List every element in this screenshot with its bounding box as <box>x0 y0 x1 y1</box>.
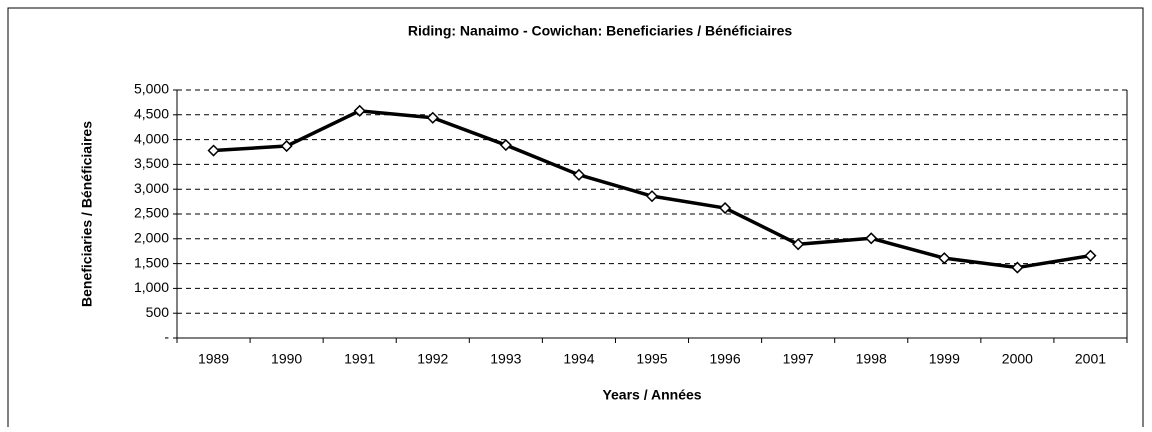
x-tick-label: 1996 <box>709 351 740 367</box>
x-axis-label: Years / Années <box>602 387 701 403</box>
point-marker <box>938 252 951 265</box>
x-tick-label: 1997 <box>783 351 814 367</box>
y-tick-label: 4,500 <box>134 106 169 122</box>
point-marker <box>207 144 220 157</box>
x-tick-label: 1998 <box>856 351 887 367</box>
x-tick-label: 2001 <box>1075 351 1106 367</box>
line-series <box>213 109 1091 270</box>
point-marker <box>792 238 805 251</box>
x-tick-label: 1990 <box>271 351 302 367</box>
x-tick-label: 1992 <box>417 351 448 367</box>
x-tick-label: 1995 <box>636 351 667 367</box>
y-tick-label: - <box>164 329 169 345</box>
y-tick-label: 1,000 <box>134 279 169 295</box>
point-marker <box>865 232 878 245</box>
y-tick-label: 3,500 <box>134 155 169 171</box>
x-tick-label: 1994 <box>563 351 594 367</box>
point-marker <box>719 201 732 215</box>
point-marker <box>353 104 366 117</box>
point-marker <box>645 190 659 203</box>
chart-title: Riding: Nanaimo - Cowichan: Beneficiarie… <box>408 23 793 39</box>
chart-frame <box>7 7 1144 427</box>
x-tick-label: 1993 <box>490 351 521 367</box>
point-marker <box>499 138 512 152</box>
x-tick-label: 1991 <box>344 351 375 367</box>
y-tick-label: 1,500 <box>134 254 169 270</box>
point-marker <box>1011 261 1024 274</box>
y-tick-label: 4,000 <box>134 130 169 146</box>
point-marker <box>572 168 585 181</box>
point-marker <box>1084 249 1097 262</box>
y-tick-label: 500 <box>146 304 170 320</box>
point-marker <box>280 139 293 153</box>
x-tick-label: 1999 <box>929 351 960 367</box>
y-tick-label: 5,000 <box>134 81 169 97</box>
x-tick-label: 1989 <box>198 351 229 367</box>
y-tick-label: 2,000 <box>134 230 169 246</box>
y-tick-label: 2,500 <box>134 205 169 221</box>
point-marker <box>426 111 439 124</box>
y-tick-label: 3,000 <box>134 180 169 196</box>
x-tick-label: 2000 <box>1002 351 1033 367</box>
y-axis-label: Beneficiaries / Bénéficiaires <box>79 121 95 307</box>
